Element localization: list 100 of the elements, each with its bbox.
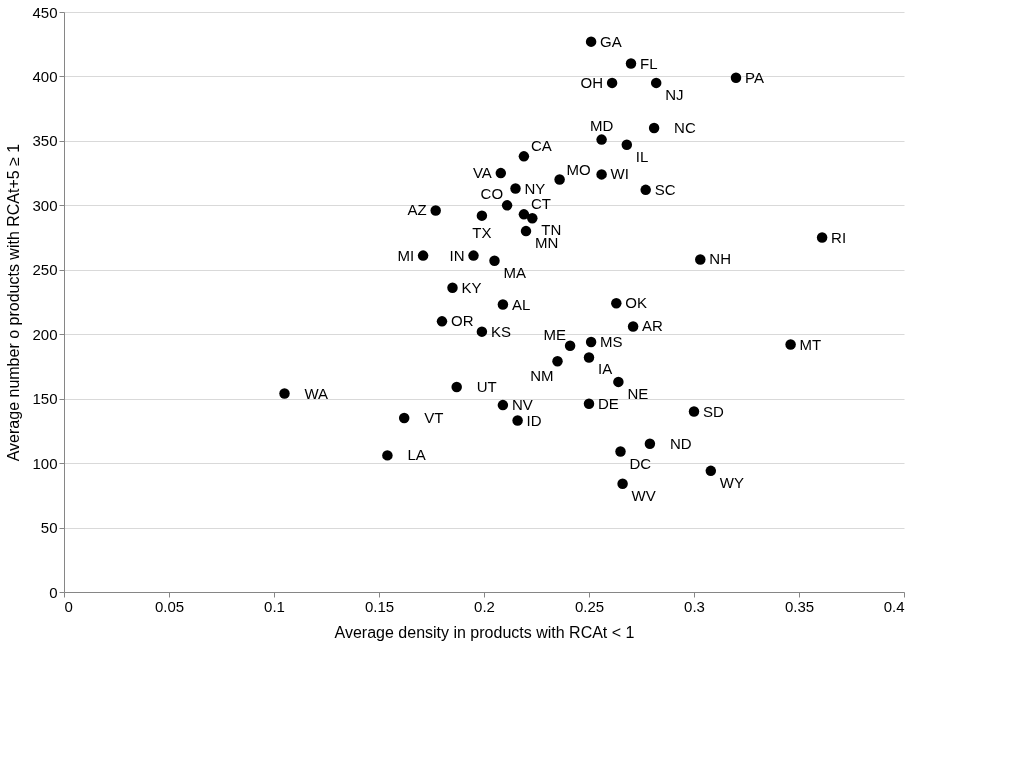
- annotation: MA: [503, 263, 526, 281]
- point: [617, 478, 628, 489]
- annotation: NE: [627, 384, 649, 402]
- y-axis-title: Average number o products with RCAt+5 ≥ 1: [5, 143, 23, 462]
- annotation: NV: [511, 396, 533, 414]
- x-tick-label: 0.4: [883, 597, 905, 615]
- x-tick-label: 0.1: [264, 597, 285, 615]
- annotation: ME: [543, 325, 567, 343]
- y-tick-label: 450: [32, 3, 58, 21]
- x-tick-label: 0.05: [154, 597, 185, 615]
- annotation: AZ: [407, 201, 427, 219]
- point: [596, 169, 607, 180]
- annotation: CT: [530, 195, 551, 213]
- annotation: ID: [526, 411, 542, 429]
- annotation: OR: [451, 312, 474, 330]
- annotation: IA: [598, 360, 613, 378]
- point: [625, 58, 637, 69]
- point: [621, 139, 633, 150]
- point: [564, 340, 576, 352]
- annotation: AR: [642, 317, 664, 335]
- y-tick-label: 400: [32, 67, 58, 85]
- point: [279, 388, 290, 399]
- annotation: UT: [476, 378, 497, 396]
- annotation: MI: [397, 246, 415, 264]
- x-tick-label: 0.3: [684, 597, 705, 615]
- annotation: NH: [709, 250, 731, 268]
- annotation: KS: [490, 322, 511, 340]
- annotation: VT: [424, 409, 444, 426]
- annotation: NM: [530, 367, 554, 385]
- point: [583, 352, 595, 363]
- annotation: WI: [610, 165, 629, 183]
- y-tick-label: 200: [32, 325, 58, 343]
- point: [695, 254, 706, 265]
- point: [382, 450, 393, 461]
- annotation: TX: [472, 223, 492, 241]
- y-tick-label: 100: [32, 454, 58, 472]
- annotation: GA: [600, 32, 622, 50]
- x-tick-label: 0.2: [474, 597, 495, 615]
- x-axis-title: Average density in products with RCAt < 1: [334, 623, 635, 641]
- annotation: SD: [703, 402, 724, 420]
- y-tick-label: 150: [32, 390, 58, 408]
- point: [730, 72, 742, 83]
- point: [417, 250, 429, 261]
- point: [648, 122, 660, 134]
- annotation: AL: [511, 295, 531, 313]
- annotation: KY: [461, 278, 482, 296]
- point: [816, 232, 828, 243]
- annotation: WV: [631, 486, 656, 504]
- point: [518, 151, 530, 162]
- annotation: IN: [449, 246, 465, 264]
- point: [451, 381, 462, 393]
- annotation: LA: [407, 446, 426, 464]
- point: [552, 356, 563, 367]
- annotation: DC: [629, 454, 652, 472]
- annotation: MT: [799, 335, 822, 353]
- annotation: ND: [669, 434, 692, 452]
- point: [398, 412, 410, 424]
- x-tick-label: 0: [64, 597, 73, 615]
- point: [596, 134, 607, 145]
- point: [476, 210, 488, 221]
- point: [497, 299, 509, 310]
- annotation: OH: [580, 73, 604, 91]
- point: [468, 250, 479, 261]
- point: [476, 326, 488, 337]
- x-tick-label: 0.35: [784, 597, 815, 615]
- point: [554, 174, 565, 185]
- point: [585, 336, 597, 348]
- annotation: MD: [589, 116, 614, 134]
- point: [606, 77, 618, 89]
- point: [489, 255, 500, 266]
- x-tick-label: 0.25: [574, 597, 605, 615]
- annotation: CA: [530, 137, 552, 155]
- point: [430, 205, 441, 216]
- annotation: VA: [472, 164, 492, 182]
- point: [510, 183, 521, 194]
- point: [512, 415, 523, 426]
- annotation: PA: [745, 68, 764, 86]
- annotation: WA: [304, 384, 329, 402]
- point: [650, 77, 662, 89]
- annotation: MO: [566, 160, 591, 178]
- point: [520, 225, 532, 237]
- annotation: DE: [598, 394, 619, 412]
- point: [644, 438, 656, 450]
- point: [583, 398, 595, 410]
- annotation: CO: [480, 185, 504, 203]
- annotation: FL: [640, 54, 658, 72]
- x-tick-label: 0.15: [364, 597, 395, 615]
- point: [497, 399, 509, 411]
- point: [688, 406, 700, 417]
- point: [585, 36, 597, 47]
- annotation: SC: [654, 180, 676, 198]
- annotation: NJ: [665, 85, 684, 103]
- point: [611, 298, 622, 309]
- annotation: NY: [524, 179, 546, 197]
- point: [501, 200, 513, 211]
- annotation: NC: [674, 119, 696, 136]
- point: [447, 282, 458, 294]
- y-tick-label: 250: [32, 261, 58, 279]
- point: [785, 339, 796, 350]
- point: [518, 209, 530, 220]
